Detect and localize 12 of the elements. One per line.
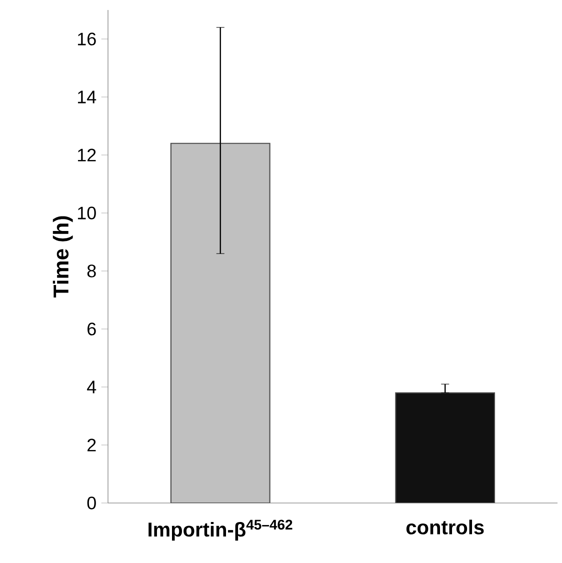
- y-axis-title: Time (h): [52, 216, 73, 298]
- y-tick-label: 8: [87, 264, 96, 278]
- x-tick-label: controls: [406, 520, 484, 534]
- y-tick-label: 12: [78, 148, 96, 162]
- x-tick-label: Importin-β$^{45–462}$: [148, 520, 292, 541]
- y-tick-label: 2: [88, 438, 96, 452]
- y-tick-label: 6: [88, 322, 96, 336]
- y-tick-label: 16: [78, 32, 96, 46]
- y-tick-label: 4: [87, 380, 96, 394]
- y-tick-label: 10: [78, 206, 96, 220]
- y-tick-label: 0: [87, 496, 96, 510]
- y-tick-label: 14: [78, 90, 96, 104]
